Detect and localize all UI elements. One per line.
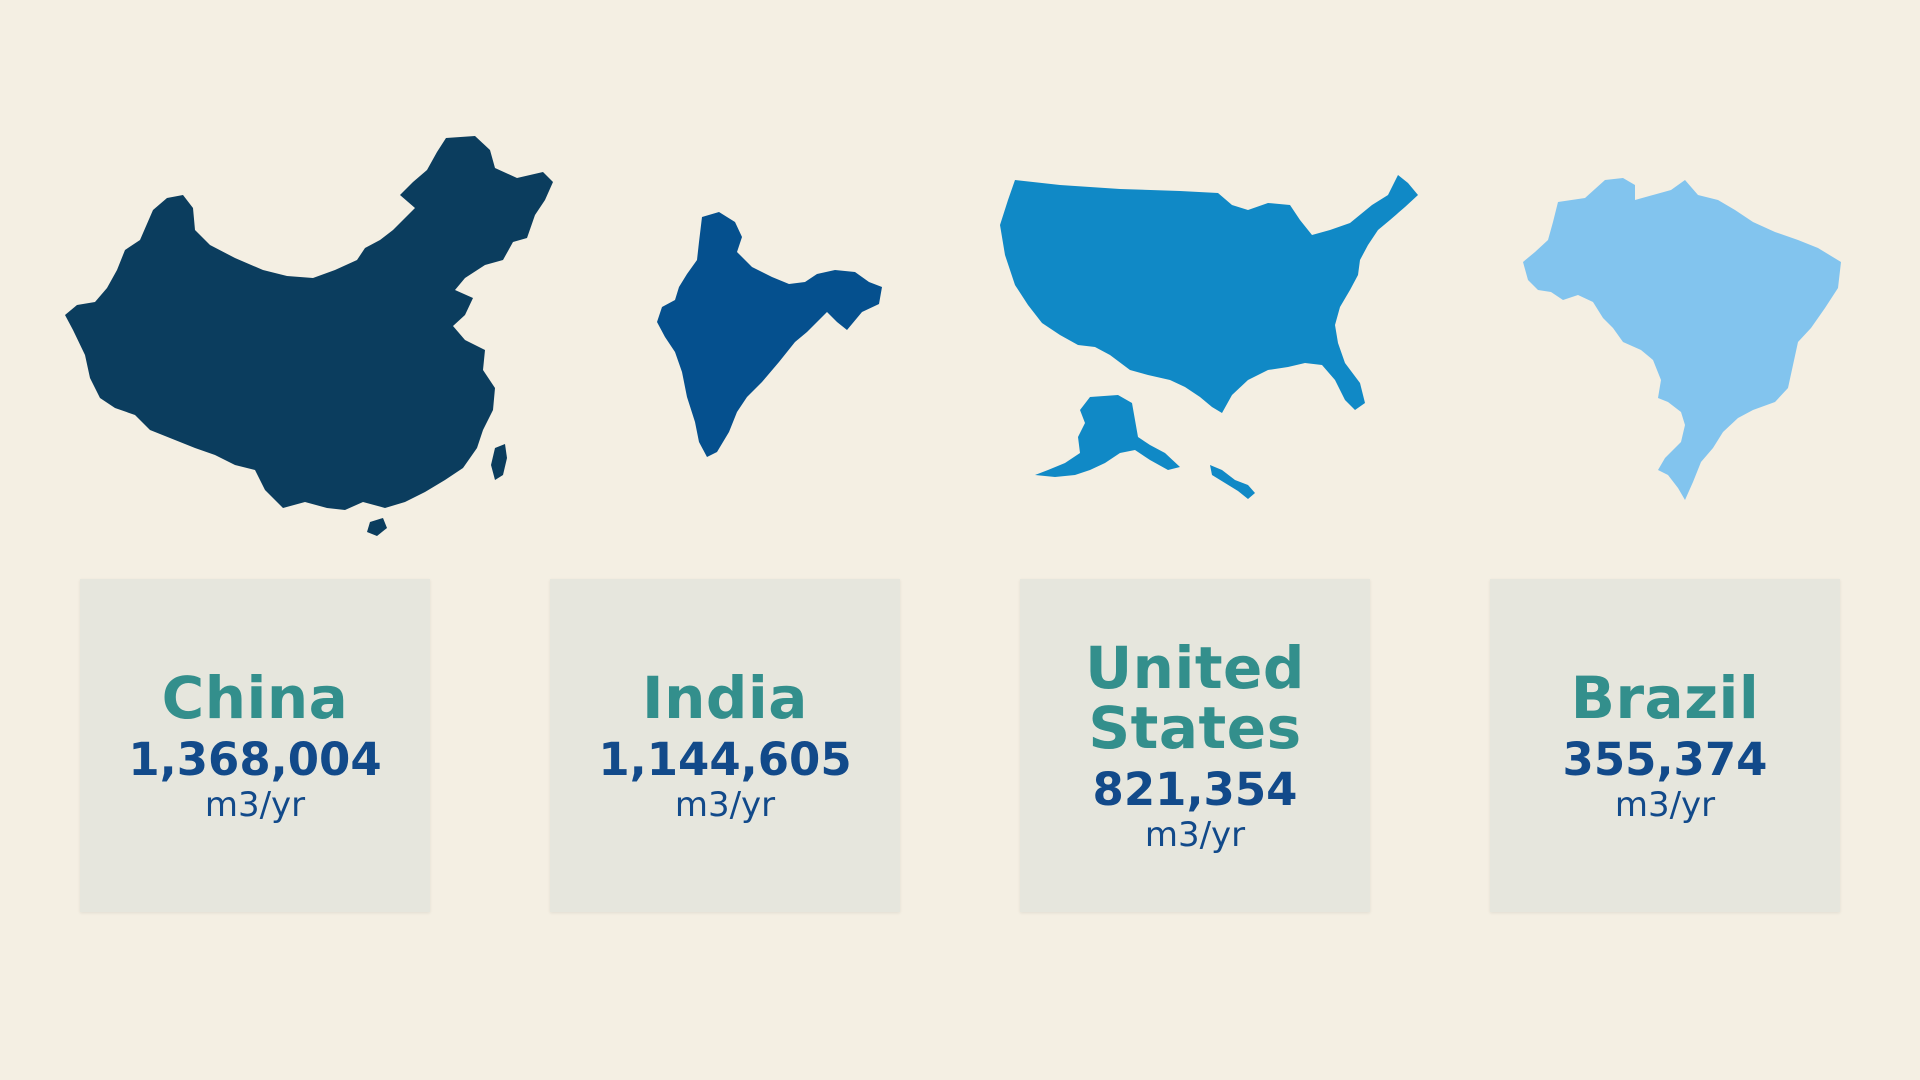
- brazil-map-icon: [1523, 170, 1843, 502]
- country-value: 821,354: [1092, 762, 1298, 816]
- country-card-china: China 1,368,004 m3/yr: [80, 579, 430, 912]
- country-value: 1,144,605: [598, 732, 852, 786]
- country-unit: m3/yr: [204, 784, 306, 825]
- country-value: 1,368,004: [128, 732, 382, 786]
- country-card-india: India 1,144,605 m3/yr: [550, 579, 900, 912]
- country-value: 355,374: [1562, 732, 1768, 786]
- country-unit: m3/yr: [1614, 784, 1716, 825]
- country-name: India: [642, 663, 808, 732]
- country-card-united-states: United States 821,354 m3/yr: [1020, 579, 1370, 912]
- country-unit: m3/yr: [1144, 814, 1246, 855]
- india-map-icon: [657, 212, 887, 462]
- usa-map-icon: [1000, 175, 1425, 500]
- country-name: China: [161, 663, 349, 732]
- country-name: United States: [1085, 633, 1305, 762]
- country-unit: m3/yr: [674, 784, 776, 825]
- country-name: Brazil: [1570, 663, 1760, 732]
- country-card-brazil: Brazil 355,374 m3/yr: [1490, 579, 1840, 912]
- china-map-icon: [65, 130, 560, 545]
